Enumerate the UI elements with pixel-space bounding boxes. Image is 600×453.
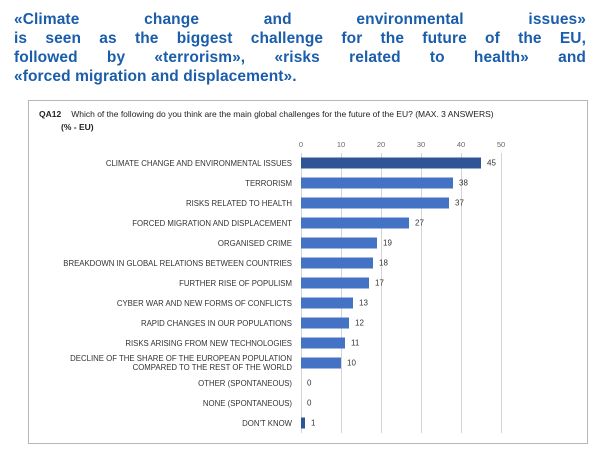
value-label: 17 [375,278,384,288]
bar-cell: 27 [301,213,577,233]
bar [301,417,305,429]
bar [301,297,353,309]
bar-cell: 1 [301,413,577,433]
bar-cell: 11 [301,333,577,353]
question-text: Which of the following do you think are … [71,109,494,119]
category-label: FORCED MIGRATION AND DISPLACEMENT [132,218,292,228]
chart-subtitle: (% - EU) [61,122,94,132]
bar [301,217,409,229]
bar-cell: 18 [301,253,577,273]
bar [301,177,453,189]
bar-chart: 0 10 20 30 40 50 CLIMATE CHANGE AND ENVIRONME… [39,140,577,433]
bar-cell: 0 [301,393,577,413]
category-label: NONE (SPONTANEOUS) [202,398,292,408]
bar [301,157,481,169]
chart-row: OTHER (SPONTANEOUS) 0 [39,373,577,393]
chart-row: RISKS ARISING FROM NEW TECHNOLOGIES 11 [39,333,577,353]
chart-row: FORCED MIGRATION AND DISPLACEMENT 27 [39,213,577,233]
x-tick-label: 40 [456,140,466,149]
chart-row: RISKS RELATED TO HEALTH 37 [39,193,577,213]
bar [301,337,345,349]
gridline [301,153,302,433]
chart-question: QA12 Which of the following do you think … [39,109,577,119]
category-label: FURTHER RISE OF POPULISM [179,278,292,288]
category-label: BREAKDOWN IN GLOBAL RELATIONS BETWEEN CO… [63,258,292,268]
bar [301,317,349,329]
chart-row: NONE (SPONTANEOUS) 0 [39,393,577,413]
x-axis: 0 10 20 30 40 50 [39,140,577,153]
category-label: TERRORISM [245,178,292,188]
value-label: 13 [359,298,368,308]
value-label: 11 [351,338,360,348]
bar-cell: 10 [301,353,577,373]
chart-row: DECLINE OF THE SHARE OF THE EUROPEAN POP… [39,353,577,373]
x-tick-label: 20 [376,140,386,149]
category-label: CLIMATE CHANGE AND ENVIRONMENTAL ISSUES [105,158,292,168]
chart-row: TERRORISM 38 [39,173,577,193]
headline-line: followed by «terrorism», «risks related … [14,49,586,66]
bar [301,277,369,289]
gridlines [301,153,502,433]
value-label: 18 [379,258,388,268]
category-label: RISKS ARISING FROM NEW TECHNOLOGIES [125,338,292,348]
value-label: 19 [383,238,392,248]
chart-row: RAPID CHANGES IN OUR POPULATIONS 12 [39,313,577,333]
x-tick-label: 0 [298,140,304,149]
bar [301,357,341,369]
value-label: 27 [415,218,424,228]
value-label: 10 [347,358,356,368]
value-label: 1 [311,418,316,428]
gridline [501,153,502,433]
bar-cell: 45 [301,153,577,173]
bar-cell: 37 [301,193,577,213]
bar [301,197,449,209]
category-label: DECLINE OF THE SHARE OF THE EUROPEAN POP… [70,354,292,372]
gridline [381,153,382,433]
bar [301,237,377,249]
chart-row: DON'T KNOW 1 [39,413,577,433]
gridline [461,153,462,433]
gridline [421,153,422,433]
bar-cell: 0 [301,373,577,393]
bar-cell: 13 [301,293,577,313]
plot-area: CLIMATE CHANGE AND ENVIRONMENTAL ISSUES 4… [39,153,577,433]
x-tick-label: 50 [496,140,506,149]
bar-cell: 17 [301,273,577,293]
category-label: DON'T KNOW [242,418,292,428]
bar-cell: 12 [301,313,577,333]
category-label: CYBER WAR AND NEW FORMS OF CONFLICTS [116,298,292,308]
question-code: QA12 [39,109,62,119]
bar-cell: 19 [301,233,577,253]
bar-cell: 38 [301,173,577,193]
headline-line: is seen as the biggest challenge for the… [14,30,586,47]
value-label: 0 [307,378,312,388]
value-label: 37 [455,198,464,208]
headline-line: «Climate change and environmental issues… [14,11,586,28]
value-label: 38 [459,178,468,188]
category-label: OTHER (SPONTANEOUS) [198,378,292,388]
chart-row: ORGANISED CRIME 19 [39,233,577,253]
value-label: 45 [487,158,496,168]
category-label: RISKS RELATED TO HEALTH [185,198,292,208]
value-label: 0 [307,398,312,408]
chart-panel: QA12 Which of the following do you think … [28,100,588,444]
chart-row: BREAKDOWN IN GLOBAL RELATIONS BETWEEN CO… [39,253,577,273]
bar [301,257,373,269]
gridline [341,153,342,433]
chart-row: CLIMATE CHANGE AND ENVIRONMENTAL ISSUES 4… [39,153,577,173]
x-tick-label: 10 [336,140,346,149]
headline-line: «forced migration and displacement». [14,68,297,85]
value-label: 12 [355,318,364,328]
x-tick-label: 30 [416,140,426,149]
chart-row: FURTHER RISE OF POPULISM 17 [39,273,577,293]
headline: «Climate change and environmental issues… [0,0,600,86]
category-label: ORGANISED CRIME [217,238,292,248]
chart-row: CYBER WAR AND NEW FORMS OF CONFLICTS 13 [39,293,577,313]
category-label: RAPID CHANGES IN OUR POPULATIONS [140,318,292,328]
